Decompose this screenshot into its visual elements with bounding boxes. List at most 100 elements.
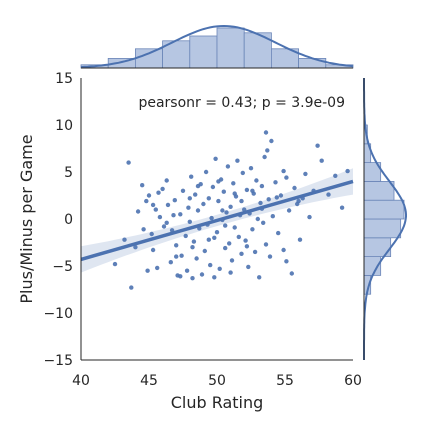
scatter-point xyxy=(160,187,164,191)
y-tick-label: 10 xyxy=(55,118,73,134)
scatter-point xyxy=(113,262,117,266)
scatter-point xyxy=(122,238,126,242)
scatter-point xyxy=(213,157,217,161)
scatter-point xyxy=(271,214,275,218)
scatter-point xyxy=(284,175,288,179)
y-axis-label: Plus/Minus per Game xyxy=(17,134,36,303)
scatter-point xyxy=(166,203,170,207)
scatter-point xyxy=(212,275,216,279)
scatter-point xyxy=(315,144,319,148)
scatter-point xyxy=(233,225,237,229)
y-tick-label: 15 xyxy=(55,71,73,87)
scatter-point xyxy=(228,270,232,274)
scatter-point xyxy=(333,174,337,178)
scatter-point xyxy=(250,189,254,193)
y-hist-bar xyxy=(364,181,394,200)
scatter-point xyxy=(281,169,285,173)
scatter-point xyxy=(193,192,197,196)
scatter-point xyxy=(257,275,261,279)
scatter-point xyxy=(165,221,169,225)
scatter-point xyxy=(150,232,154,236)
scatter-point xyxy=(303,172,307,176)
scatter-point xyxy=(207,238,211,242)
regression-fit-line xyxy=(81,181,353,259)
scatter-point xyxy=(243,238,247,242)
scatter-point xyxy=(290,271,294,275)
scatter-point xyxy=(194,256,198,260)
scatter-point xyxy=(174,243,178,247)
scatter-point xyxy=(307,215,311,219)
scatter-point xyxy=(261,221,265,225)
scatter-point xyxy=(189,175,193,179)
scatter-point xyxy=(147,193,151,197)
scatter-point xyxy=(190,276,194,280)
scatter-point xyxy=(173,198,177,202)
scatter-point xyxy=(233,191,237,195)
scatter-point xyxy=(141,227,145,231)
scatter-point xyxy=(186,206,190,210)
x-tick-labels: 40 45 50 55 60 xyxy=(72,373,362,389)
scatter-point xyxy=(208,263,212,267)
scatter-point xyxy=(204,170,208,174)
scatter-point xyxy=(156,191,160,195)
scatter-point xyxy=(200,272,204,276)
scatter-point xyxy=(345,169,349,173)
scatter-point xyxy=(241,171,245,175)
scatter-point xyxy=(178,274,182,278)
scatter-point xyxy=(284,259,288,263)
scatter-point xyxy=(276,231,280,235)
scatter-point xyxy=(292,186,296,190)
x-hist-bar xyxy=(190,36,217,68)
scatter-point xyxy=(264,130,268,134)
marginal-x-histogram xyxy=(81,26,353,68)
scatter-point xyxy=(222,190,226,194)
y-tick-label: 5 xyxy=(64,165,73,181)
scatter-point xyxy=(151,203,155,207)
scatter-point xyxy=(296,199,300,203)
x-tick-label: 50 xyxy=(208,373,226,389)
scatter-point xyxy=(239,252,243,256)
scatter-point xyxy=(237,235,241,239)
y-tick-label: −5 xyxy=(52,259,73,275)
scatter-point xyxy=(174,254,178,258)
scatter-point xyxy=(230,258,234,262)
scatter-point xyxy=(203,249,207,253)
scatter-point xyxy=(287,208,291,212)
scatter-point xyxy=(245,188,249,192)
regression-line xyxy=(81,181,353,259)
y-tick-labels: 15 10 5 0 −5 −10 −15 xyxy=(43,71,73,369)
scatter-point xyxy=(268,254,272,258)
scatter-point xyxy=(228,205,232,209)
scatter-point xyxy=(265,148,269,152)
scatter-point xyxy=(162,224,166,228)
x-hist-bar xyxy=(299,58,326,68)
scatter-point xyxy=(281,248,285,252)
scatter-point xyxy=(209,216,213,220)
x-hist-bar xyxy=(217,28,244,68)
scatter-point xyxy=(267,197,271,201)
scatter-point xyxy=(223,223,227,227)
scatter-point xyxy=(179,254,183,258)
scatter-point xyxy=(178,212,182,216)
y-tick-label: −15 xyxy=(43,353,73,369)
scatter-point xyxy=(253,250,257,254)
scatter-point xyxy=(196,184,200,188)
scatter-point xyxy=(269,139,273,143)
scatter-point xyxy=(224,210,228,214)
scatter-point xyxy=(216,179,220,183)
scatter-point xyxy=(264,242,268,246)
scatter-point xyxy=(320,159,324,163)
scatter-point xyxy=(211,185,215,189)
scatter-point xyxy=(190,245,194,249)
scatter-point xyxy=(258,201,262,205)
x-tick-label: 45 xyxy=(140,373,158,389)
scatter-point xyxy=(298,238,302,242)
scatter-point xyxy=(151,248,155,252)
scatter-point xyxy=(154,207,158,211)
scatter-point xyxy=(250,227,254,231)
x-tick-label: 60 xyxy=(344,373,362,389)
scatter-point xyxy=(181,189,185,193)
scatter-point xyxy=(256,217,260,221)
y-tick-label: 0 xyxy=(64,212,73,228)
